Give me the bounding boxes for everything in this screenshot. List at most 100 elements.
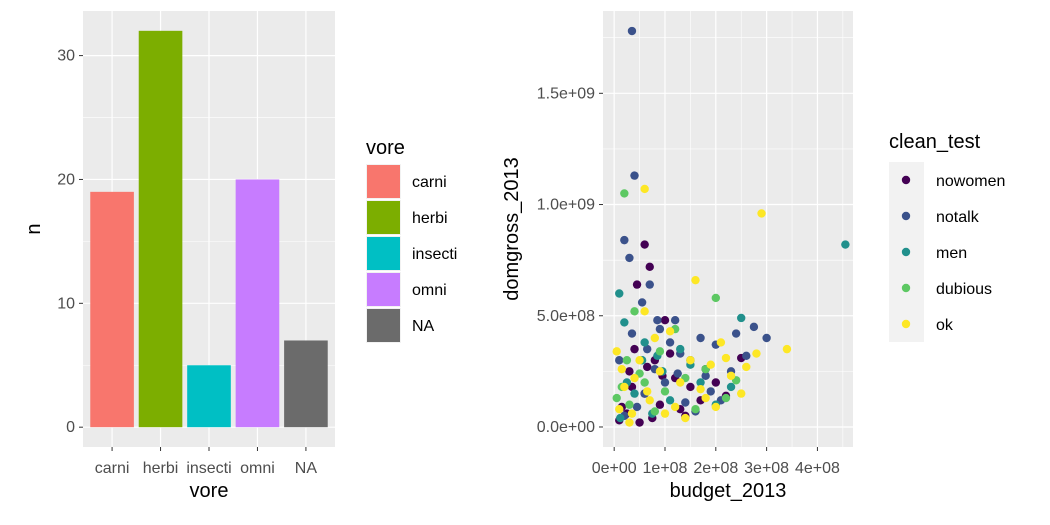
scatter-y-tick-label: 0.0e+00 bbox=[537, 419, 595, 436]
scatter-point-ok bbox=[655, 367, 665, 376]
scatter-point-notalk bbox=[701, 371, 710, 381]
scatter-point-notalk bbox=[620, 235, 629, 245]
scatter-point-ok bbox=[716, 338, 726, 347]
legend-label-ok: ok bbox=[936, 317, 954, 334]
scatter-point-ok bbox=[721, 353, 731, 363]
legend-label-notalk: notalk bbox=[936, 209, 980, 226]
scatter-point-ok bbox=[643, 387, 652, 396]
legend-swatch-insecti bbox=[367, 237, 400, 270]
scatter-point-dubious bbox=[620, 189, 629, 198]
scatter-point-ok bbox=[670, 402, 680, 412]
scatter-point-men bbox=[676, 344, 685, 354]
legend-swatch-carni bbox=[367, 165, 400, 198]
scatter-point-notalk bbox=[637, 298, 647, 307]
legend-swatch-herbi bbox=[367, 201, 400, 234]
bar-carni bbox=[90, 191, 134, 428]
scatter-point-ok bbox=[696, 384, 705, 394]
scatter-point-men bbox=[630, 389, 639, 398]
scatter-point-nowomen bbox=[645, 262, 654, 272]
scatter-point-men bbox=[620, 318, 629, 327]
scatter-point-dubious bbox=[711, 293, 721, 303]
scatter-point-men bbox=[726, 382, 736, 392]
scatter-point-ok bbox=[625, 418, 634, 427]
scatter-point-ok bbox=[752, 349, 761, 358]
legend-label-carni: carni bbox=[412, 174, 447, 191]
bar-x-axis-title: vore bbox=[190, 480, 229, 502]
scatter-point-nowomen bbox=[660, 316, 670, 325]
scatter-point-ok bbox=[711, 402, 721, 412]
bar-x-tick-label: omni bbox=[240, 460, 275, 477]
scatter-point-notalk bbox=[643, 344, 652, 354]
legend-label-dubious: dubious bbox=[936, 281, 992, 298]
scatter-chart: 0.0e+00 5.0e+08 1.0e+09 1.5e+09 0e+00 1e+08 2e… bbox=[501, 11, 853, 502]
scatter-point-notalk bbox=[625, 253, 634, 263]
bar-chart: 0 10 20 30 carni herbi insecti omni NA vore n bbox=[23, 11, 335, 502]
scatter-point-nowomen bbox=[630, 344, 639, 354]
scatter-point-dubious bbox=[691, 404, 700, 414]
scatter-point-dubious bbox=[660, 387, 670, 396]
scatter-point-nowomen bbox=[711, 378, 721, 387]
scatter-point-ok bbox=[742, 362, 751, 372]
scatter-point-ok bbox=[650, 333, 660, 343]
scatter-point-nowomen bbox=[635, 418, 644, 427]
scatter-point-men bbox=[640, 338, 649, 347]
scatter-point-ok bbox=[681, 413, 690, 423]
scatter-point-dubious bbox=[655, 347, 665, 356]
scatter-point-notalk bbox=[749, 322, 759, 332]
bar-x-tick-label: carni bbox=[95, 460, 130, 477]
scatter-point-notalk bbox=[660, 378, 670, 387]
scatter-point-dubious bbox=[640, 378, 649, 387]
scatter-point-dubious bbox=[612, 393, 621, 403]
scatter-x-tick-label: 2e+08 bbox=[693, 460, 738, 477]
scatter-point-ok bbox=[665, 327, 675, 336]
scatter-y-axis-title: domgross_2013 bbox=[501, 157, 523, 300]
scatter-point-ok bbox=[640, 184, 649, 194]
scatter-point-ok bbox=[620, 382, 629, 392]
scatter-point-notalk bbox=[696, 333, 705, 343]
scatter-point-nowomen bbox=[655, 400, 665, 409]
scatter-point-ok bbox=[612, 347, 621, 356]
scatter-point-nowomen bbox=[665, 349, 675, 358]
bar-y-tick-label: 10 bbox=[57, 295, 75, 312]
scatter-point-dubious bbox=[625, 400, 634, 409]
bar-legend: vore carni herbi insecti omni NA bbox=[366, 137, 457, 343]
legend-label-nowomen: nowomen bbox=[936, 173, 1005, 190]
scatter-point-notalk bbox=[742, 351, 751, 360]
legend-swatch-omni bbox=[367, 273, 400, 306]
scatter-point-ok bbox=[726, 371, 736, 381]
scatter-point-nowomen bbox=[640, 240, 649, 249]
legend-dot-dubious bbox=[901, 283, 911, 293]
scatter-point-ok bbox=[630, 373, 639, 383]
scatter-point-nowomen bbox=[643, 362, 652, 372]
bar-na bbox=[284, 340, 328, 428]
scatter-point-nowomen bbox=[632, 280, 642, 289]
scatter-point-dubious bbox=[721, 393, 731, 403]
bar-omni bbox=[235, 179, 280, 428]
scatter-point-men bbox=[665, 396, 675, 405]
scatter-point-men bbox=[616, 413, 625, 423]
scatter-point-notalk bbox=[627, 26, 637, 36]
legend-label-men: men bbox=[936, 245, 967, 262]
scatter-point-ok bbox=[701, 393, 710, 403]
scatter-point-notalk bbox=[645, 280, 654, 289]
scatter-y-tick-label: 1.5e+09 bbox=[537, 85, 595, 102]
scatter-x-tick-label: 4e+08 bbox=[795, 460, 840, 477]
bar-insecti bbox=[187, 365, 231, 428]
scatter-point-notalk bbox=[655, 324, 665, 334]
bar-herbi bbox=[138, 30, 183, 428]
legend-swatch-na bbox=[367, 309, 400, 342]
legend-dot-notalk bbox=[901, 211, 911, 221]
scatter-point-ok bbox=[676, 378, 685, 387]
scatter-point-ok bbox=[691, 275, 700, 285]
scatter-point-ok bbox=[686, 356, 695, 365]
scatter-x-axis-title: budget_2013 bbox=[670, 480, 787, 502]
bar-y-tick-label: 0 bbox=[66, 419, 75, 436]
scatter-point-notalk bbox=[681, 398, 690, 407]
legend-label-omni: omni bbox=[412, 282, 447, 299]
legend-label-insecti: insecti bbox=[412, 246, 457, 263]
scatter-point-notalk bbox=[731, 329, 741, 338]
scatter-point-notalk bbox=[670, 316, 680, 325]
scatter-point-notalk bbox=[653, 316, 662, 325]
scatter-point-notalk bbox=[630, 171, 639, 180]
